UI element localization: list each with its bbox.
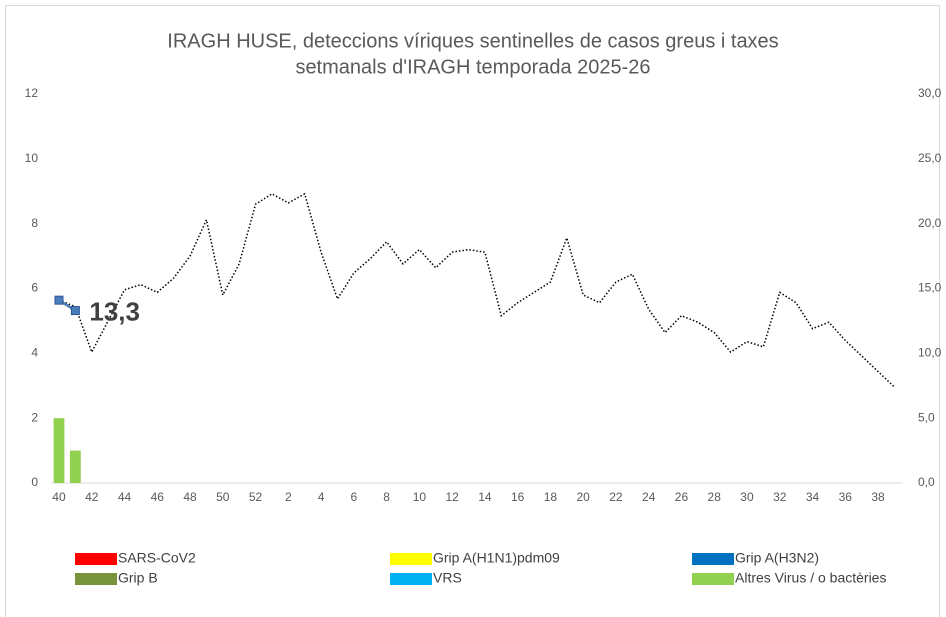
legend-label: VRS [433,570,462,586]
y2-tick-label: 30,0 [918,86,942,100]
x-tick-label: 32 [773,490,787,504]
x-tick-label: 28 [708,490,722,504]
x-tick-label: 40 [52,490,66,504]
x-tick-label: 18 [544,490,558,504]
legend-label: SARS-CoV2 [118,550,196,566]
x-tick-label: 22 [609,490,623,504]
x-tick-label: 10 [413,490,427,504]
chart-border [5,5,940,617]
x-tick-label: 8 [383,490,390,504]
y-tick-label: 10 [25,151,39,165]
legend-label: Grip A(H1N1)pdm09 [433,550,560,566]
x-tick-label: 16 [511,490,525,504]
y-tick-label: 12 [25,86,39,100]
x-tick-label: 24 [642,490,656,504]
bar [69,450,81,483]
x-tick-label: 14 [478,490,492,504]
y2-tick-label: 15,0 [918,281,942,295]
y2-tick-label: 20,0 [918,216,942,230]
legend-label: Grip A(H3N2) [735,550,819,566]
x-tick-label: 30 [740,490,754,504]
x-tick-label: 2 [285,490,292,504]
x-tick-label: 26 [675,490,689,504]
x-tick-label: 48 [183,490,197,504]
x-tick-label: 4 [318,490,325,504]
y2-tick-label: 25,0 [918,151,942,165]
y2-tick-label: 0,0 [918,475,935,489]
x-tick-label: 44 [118,490,132,504]
y-tick-label: 0 [31,475,38,489]
legend-swatch [75,553,117,565]
x-tick-label: 20 [576,490,590,504]
legend-swatch [692,573,734,585]
y-tick-label: 2 [31,410,38,424]
chart-title: IRAGH HUSE, deteccions víriques sentinel… [167,30,778,52]
y2-tick-label: 10,0 [918,346,942,360]
x-tick-label: 50 [216,490,230,504]
legend-swatch [390,573,432,585]
y-tick-label: 8 [31,216,38,230]
y2-tick-label: 5,0 [918,410,935,424]
chart-title: setmanals d'IRAGH temporada 2025-26 [295,56,650,78]
x-tick-label: 38 [871,490,885,504]
value-label: 13,3 [89,296,140,326]
legend-swatch [75,573,117,585]
x-tick-label: 36 [839,490,853,504]
x-tick-label: 6 [351,490,358,504]
x-tick-label: 46 [151,490,165,504]
y-tick-label: 6 [31,281,38,295]
x-tick-label: 42 [85,490,99,504]
x-tick-label: 34 [806,490,820,504]
bar [53,418,65,483]
legend-label: Altres Virus / o bactèries [735,570,886,586]
legend-swatch [390,553,432,565]
x-tick-label: 12 [445,490,459,504]
y-tick-label: 4 [31,346,38,360]
legend-label: Grip B [118,570,158,586]
x-tick-label: 52 [249,490,263,504]
legend-swatch [692,553,734,565]
line [58,192,895,388]
line-marker [54,295,64,305]
line-marker [70,306,80,316]
